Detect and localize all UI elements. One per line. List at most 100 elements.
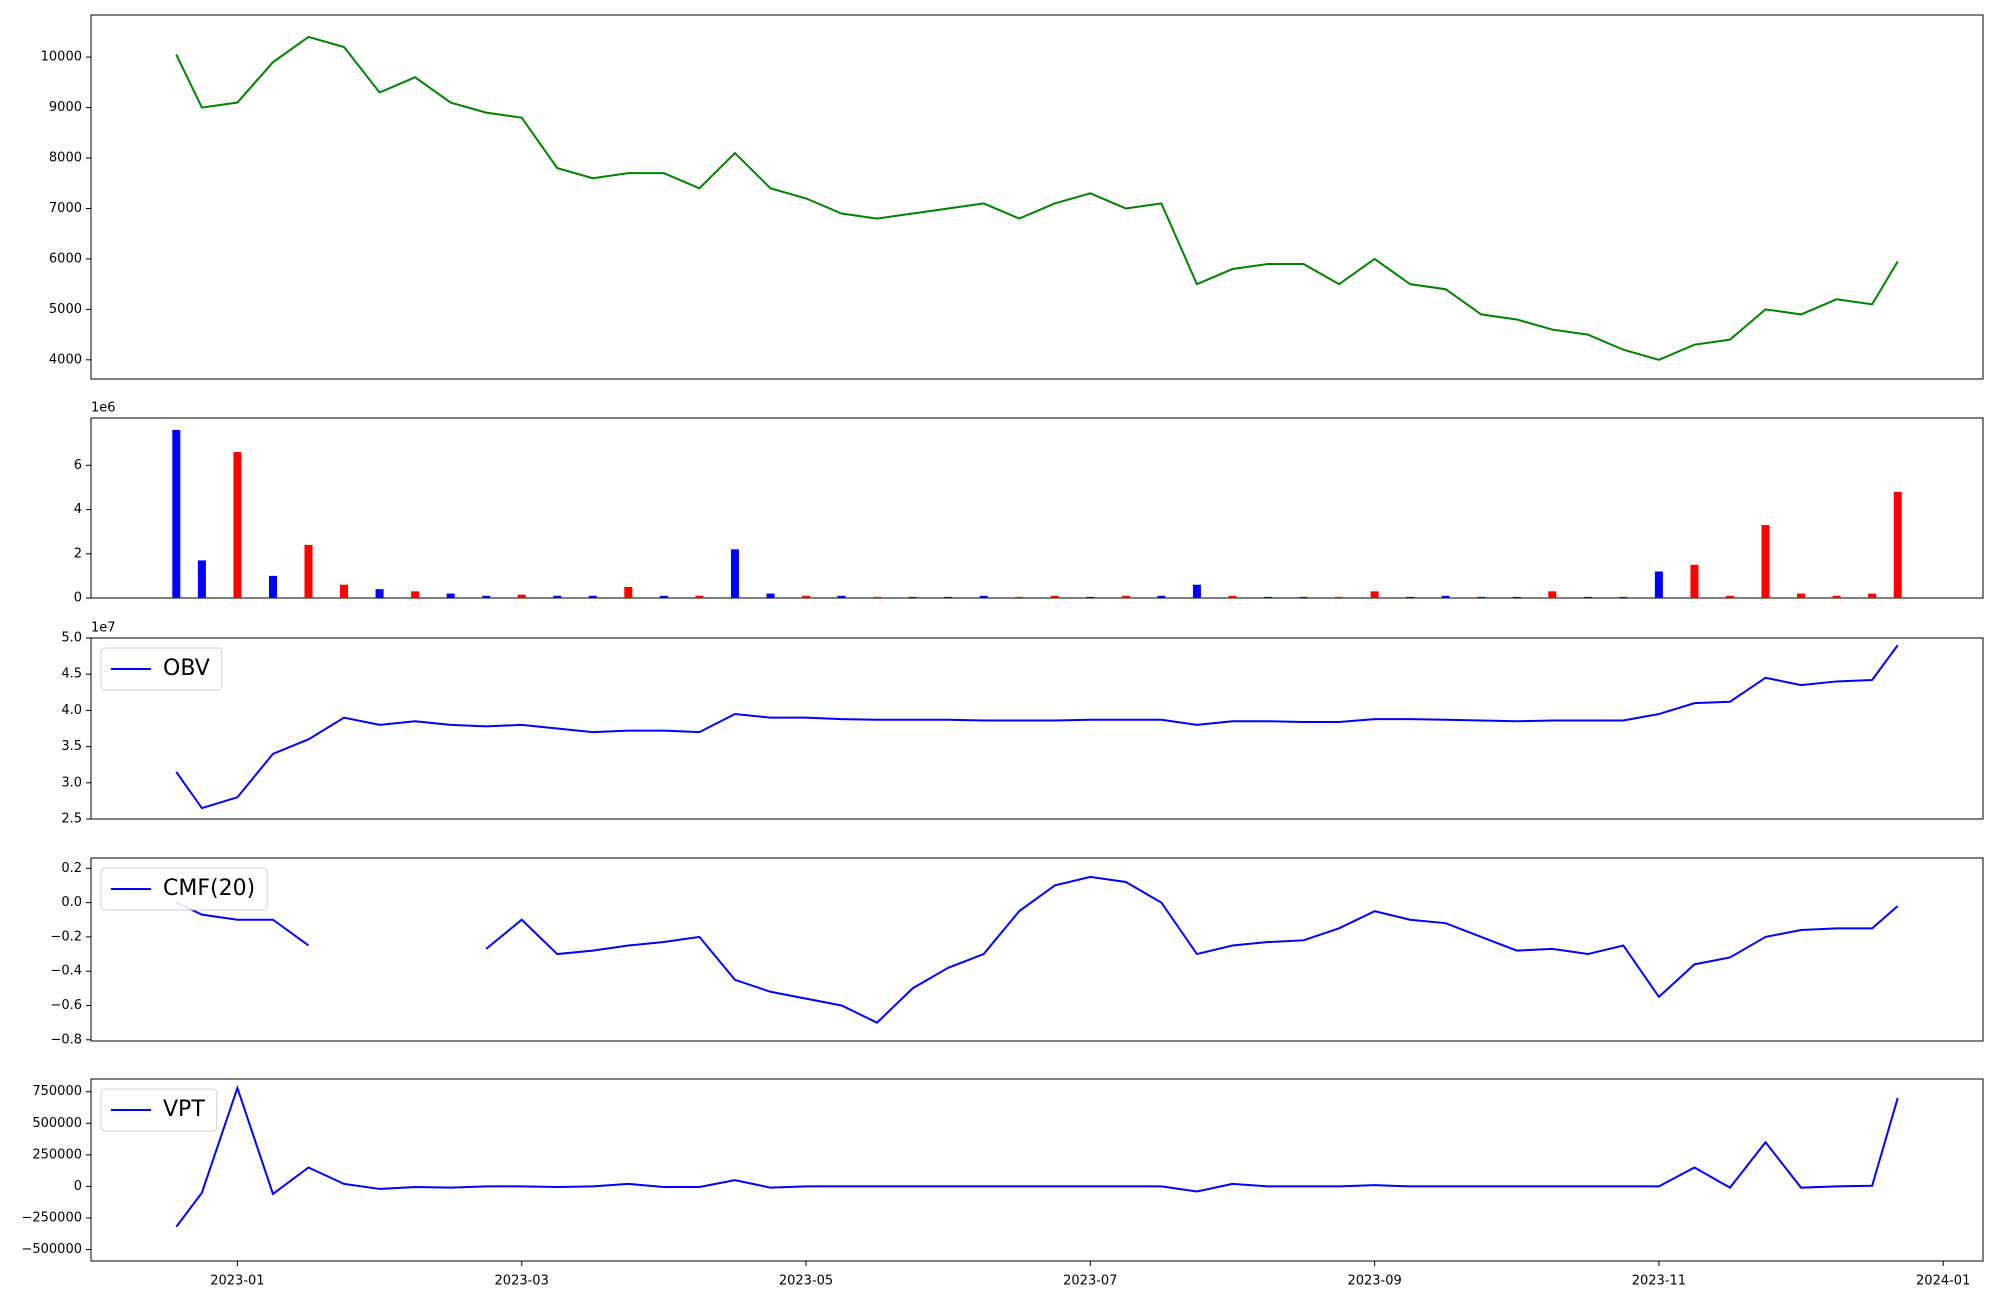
volume-bar [1477,596,1486,598]
volume-bar [233,452,242,598]
volume-bar [624,586,633,598]
y-tick-label: 10000 [41,50,82,65]
volume-bar [1263,596,1272,598]
x-tick-label: 2024-01 [1916,1274,1970,1289]
plot-frame [90,1078,1984,1262]
volume-bar [1761,525,1770,598]
x-tick-label: 2023-03 [495,1274,549,1289]
y-tick-label: 6 [74,458,82,473]
volume-bar [659,595,668,598]
axis-offset-label: 1e6 [91,401,116,416]
volume-bar [1512,596,1521,598]
y-tick-label: 2 [74,546,82,561]
volume-bar [1619,596,1628,598]
x-tick-label: 2023-05 [779,1274,833,1289]
volume-bar [268,575,277,598]
x-tick-label: 2023-07 [1063,1274,1117,1289]
volume-bar [908,596,917,598]
y-tick-label: 500000 [32,1116,82,1131]
y-tick-label: 750000 [32,1084,82,1099]
y-tick-label: 250000 [32,1147,82,1162]
volume-bar [944,596,953,598]
volume-bar [1015,596,1024,598]
legend-box [100,647,223,691]
volume-bar [1192,584,1201,598]
y-tick-label: 3.5 [61,739,82,754]
volume-bar [411,591,420,598]
volume-bar [1797,593,1806,598]
volume-bar [1335,596,1344,598]
volume-bar [873,596,882,598]
panel: 2.5 3.0 3.5 4.0 4.5 5.0 1e7 OBV [61,621,1984,827]
legend: CMF(20) [100,867,268,911]
plot-frame [90,417,1984,599]
volume-bar [1157,595,1166,598]
y-tick-label: −250000 [21,1210,82,1225]
y-tick-label: 9000 [49,100,82,115]
volume-bar [695,595,704,598]
plot-frame [90,14,1984,380]
volume-bar [172,429,181,598]
panel: 4000 5000 6000 7000 8000 9000 10000 [41,14,1984,380]
y-tick-label: 6000 [49,251,82,266]
legend-box [100,867,268,911]
volume-bar [1370,591,1379,598]
x-tick-label: 2023-11 [1632,1274,1686,1289]
volume-bar [979,595,988,598]
legend-label: OBV [163,656,210,681]
volume-bar [482,595,491,598]
y-tick-label: −0.2 [50,929,82,944]
volume-bar [1548,591,1557,598]
x-tick-label: 2023-09 [1347,1274,1401,1289]
volume-bar [1050,595,1059,598]
y-tick-label: −0.8 [50,1032,82,1047]
y-tick-label: 7000 [49,201,82,216]
volume-bar [837,595,846,598]
y-tick-label: 3.0 [61,775,82,790]
volume-bar [1832,595,1841,598]
legend-box [100,1088,218,1132]
data-line [175,644,1899,810]
volume-bar [1121,595,1130,598]
axis-offset-label: 1e7 [91,621,116,636]
y-tick-label: 0.2 [61,861,82,876]
x-tick-label: 2023-01 [210,1274,264,1289]
plot-frame [90,637,1984,820]
y-tick-label: 4000 [49,352,82,367]
y-tick-label: −500000 [21,1242,82,1257]
volume-bar [446,593,455,598]
legend-label: VPT [163,1097,205,1122]
panel: 0 2 4 6 1e6 [74,401,1984,606]
volume-bar [1690,564,1699,598]
volume-bar [1299,596,1308,598]
y-tick-label: 0 [74,1179,82,1194]
y-tick-label: 0 [74,591,82,606]
data-line [175,1084,1899,1228]
volume-bar [1868,593,1877,598]
volume-bar [1228,595,1237,598]
volume-bar [588,595,597,598]
panel: −0.8 −0.6 −0.4 −0.2 0.0 0.2 CMF(20) [50,857,1984,1047]
volume-bar [517,594,526,598]
volume-bar [1893,491,1902,598]
panel: −500000 −250000 0 250000 500000 750000 2023-01… [21,1078,1984,1289]
y-tick-label: 5000 [49,302,82,317]
volume-bar [197,560,206,598]
volume-bar [1725,595,1734,598]
data-line [175,35,1899,361]
volume-bar [553,595,562,598]
y-tick-label: 8000 [49,151,82,166]
data-line [175,875,1899,1024]
volume-bar [1654,571,1663,598]
volume-bar [1583,596,1592,598]
y-tick-label: 4.0 [61,703,82,718]
legend-label: CMF(20) [163,876,255,901]
volume-bar [340,584,349,598]
volume-bar [766,593,775,598]
volume-bar [1086,596,1095,598]
volume-bar [304,544,313,598]
y-tick-label: 5.0 [61,631,82,646]
volume-bar [730,549,739,598]
volume-bar [375,589,384,598]
